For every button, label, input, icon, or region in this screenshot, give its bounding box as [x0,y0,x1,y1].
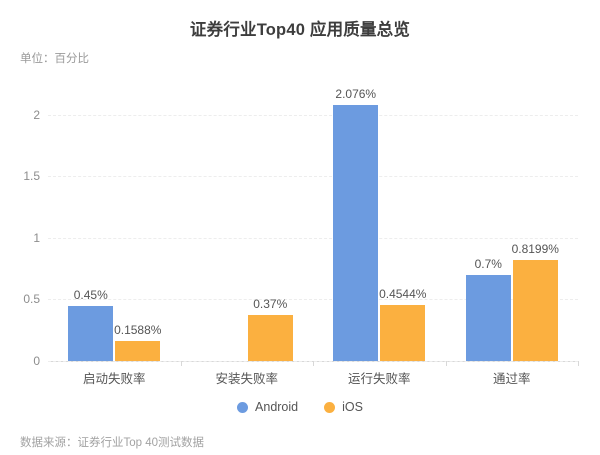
gridline [48,237,578,239]
y-axis: 0 0.5 1 1.5 2 [0,90,48,368]
bar-ios-3[interactable] [512,260,558,361]
x-axis-tick [445,361,447,366]
y-axis-tick-label: 2 [33,107,40,122]
bar-ios-0[interactable] [115,341,161,361]
bar-value-label: 0.4544% [379,287,427,302]
legend-label: Android [255,400,299,414]
bar-android-3[interactable] [465,274,511,361]
data-source-note: 数据来源：证券行业Top 40测试数据 [20,437,205,449]
bar-value-label: 0.8199% [511,242,559,256]
gridline [48,114,578,116]
bar-value-label: 0.37% [253,297,288,312]
bar-ios-2[interactable] [380,305,426,361]
bar-android-0[interactable] [68,305,114,361]
x-axis-tick [180,361,182,366]
y-axis-tick-label: 0 [33,354,40,368]
chart-legend: Android iOS [0,400,600,414]
chart-unit-subtitle: 单位：百分比 [20,53,89,65]
x-axis-category-label: 通过率 [492,372,531,386]
bar-ios-1[interactable] [247,315,293,361]
x-axis-tick [313,361,314,366]
bar-value-label: 2.076% [335,87,377,102]
y-axis-tick-label: 1 [33,230,40,245]
plot-area: 0.45% 0.1588% 0.37% 2.076% 0.4544% 0.7% 0.8199… [48,87,579,366]
bar-value-label: 0.7% [474,256,502,271]
legend-swatch-icon [324,401,336,413]
x-axis-category-label: 安装失败率 [215,372,279,386]
gridline [48,299,578,301]
x-axis-category-label: 启动失败率 [82,372,146,386]
bar-value-label: 0.1588% [114,323,162,338]
bar-android-2[interactable] [333,105,379,361]
page-title: 证券行业Top40 应用质量总览 [189,21,411,39]
x-axis-tick [578,361,579,366]
legend-item-ios[interactable]: iOS [324,400,363,414]
bar-value-label: 0.45% [73,287,108,302]
y-axis-tick-label: 1.5 [23,169,40,184]
legend-item-android[interactable]: Android [237,400,298,414]
y-axis-tick-label: 0.5 [23,292,40,307]
gridline [48,176,578,178]
legend-swatch-icon [237,401,249,413]
x-axis-category-label: 运行失败率 [347,372,411,386]
legend-label: iOS [342,400,363,414]
